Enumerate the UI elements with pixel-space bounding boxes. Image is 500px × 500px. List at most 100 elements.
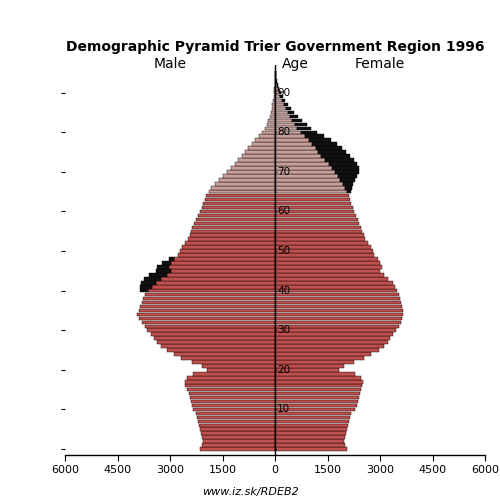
- Bar: [275, 344, 384, 348]
- Bar: [275, 404, 356, 407]
- Bar: [275, 126, 297, 130]
- Bar: [275, 352, 371, 356]
- Text: 60: 60: [277, 206, 290, 216]
- Bar: [275, 332, 392, 336]
- Bar: [275, 214, 356, 217]
- Bar: [142, 297, 275, 300]
- Bar: [151, 332, 275, 336]
- Bar: [193, 372, 275, 376]
- Bar: [142, 301, 275, 304]
- Bar: [275, 186, 345, 190]
- Bar: [275, 118, 292, 122]
- Bar: [140, 285, 152, 288]
- Bar: [140, 289, 148, 292]
- Bar: [196, 218, 275, 221]
- Bar: [275, 107, 285, 110]
- Bar: [147, 328, 275, 332]
- Bar: [161, 277, 275, 280]
- Bar: [235, 162, 275, 166]
- Bar: [275, 158, 324, 162]
- Bar: [275, 250, 373, 253]
- Bar: [170, 265, 275, 268]
- Bar: [275, 428, 347, 431]
- Bar: [275, 420, 349, 423]
- Bar: [170, 261, 275, 265]
- Bar: [318, 150, 346, 154]
- Bar: [275, 376, 361, 380]
- Text: 30: 30: [277, 326, 290, 336]
- Bar: [203, 440, 275, 443]
- Bar: [192, 404, 275, 407]
- Bar: [275, 384, 362, 388]
- Bar: [222, 174, 275, 178]
- Bar: [194, 408, 275, 411]
- Bar: [184, 242, 275, 245]
- Bar: [156, 281, 275, 284]
- Bar: [137, 312, 275, 316]
- Bar: [161, 344, 275, 348]
- Bar: [276, 79, 277, 82]
- Bar: [275, 230, 362, 233]
- Bar: [275, 190, 347, 194]
- Bar: [282, 99, 286, 102]
- Bar: [275, 289, 397, 292]
- Bar: [312, 142, 338, 146]
- Bar: [190, 234, 275, 237]
- Bar: [275, 134, 305, 138]
- Bar: [242, 154, 275, 158]
- Bar: [212, 186, 275, 190]
- Bar: [188, 392, 275, 396]
- Bar: [190, 396, 275, 400]
- Bar: [207, 368, 275, 372]
- Bar: [258, 134, 275, 138]
- Bar: [340, 178, 355, 182]
- Text: 90: 90: [277, 88, 290, 98]
- Bar: [275, 162, 328, 166]
- Bar: [275, 444, 345, 447]
- Bar: [275, 285, 396, 288]
- Bar: [274, 91, 275, 94]
- Text: 10: 10: [277, 404, 290, 414]
- Bar: [139, 316, 275, 320]
- Bar: [275, 170, 335, 173]
- Bar: [198, 214, 275, 217]
- Bar: [275, 297, 400, 300]
- Bar: [275, 388, 361, 392]
- Bar: [170, 269, 275, 272]
- Bar: [275, 364, 344, 368]
- Bar: [275, 75, 276, 78]
- Bar: [157, 265, 170, 268]
- Bar: [194, 222, 275, 225]
- Bar: [191, 400, 275, 404]
- Bar: [275, 71, 276, 74]
- Bar: [275, 416, 349, 419]
- Bar: [275, 246, 371, 249]
- Bar: [142, 320, 275, 324]
- Bar: [206, 194, 275, 198]
- Bar: [275, 226, 361, 229]
- Bar: [343, 182, 353, 186]
- Bar: [275, 87, 278, 90]
- Bar: [144, 277, 161, 280]
- Bar: [174, 257, 275, 261]
- Text: 80: 80: [277, 128, 290, 138]
- Bar: [231, 166, 275, 170]
- Bar: [271, 110, 275, 114]
- Bar: [275, 122, 294, 126]
- Bar: [275, 281, 392, 284]
- Bar: [286, 107, 291, 110]
- Bar: [275, 392, 360, 396]
- Bar: [198, 416, 275, 419]
- Bar: [275, 424, 348, 427]
- Bar: [275, 222, 359, 225]
- Bar: [275, 146, 316, 150]
- Bar: [272, 107, 275, 110]
- Bar: [275, 218, 357, 221]
- Bar: [219, 178, 275, 182]
- Bar: [152, 285, 275, 288]
- Bar: [149, 273, 166, 276]
- Bar: [270, 114, 275, 118]
- Bar: [140, 304, 275, 308]
- Bar: [275, 360, 354, 364]
- Bar: [275, 242, 368, 245]
